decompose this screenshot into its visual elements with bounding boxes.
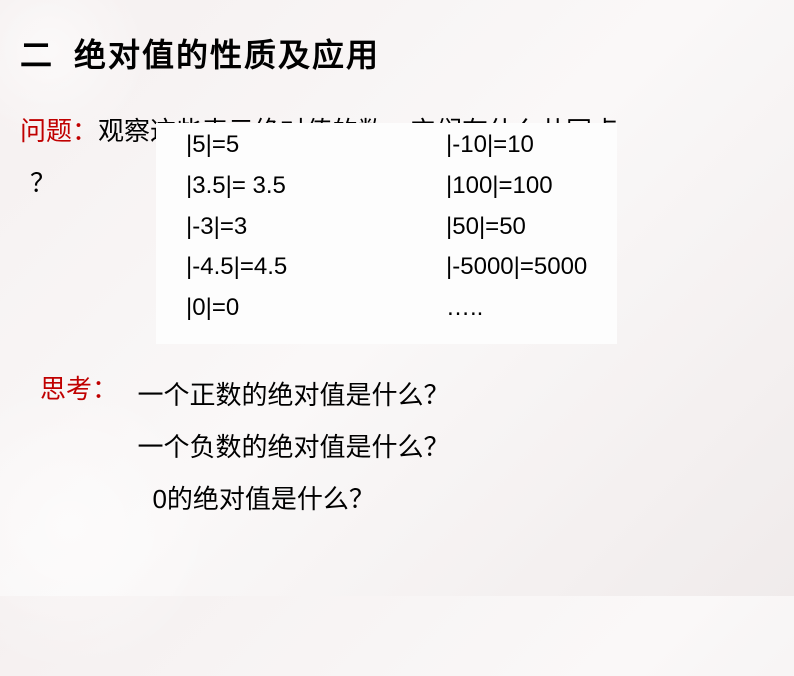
example-left: |-4.5|=4.5 <box>186 247 446 288</box>
example-right: |100|=100 <box>446 166 587 207</box>
think-question: 一个正数的绝对值是什么？ <box>137 369 449 421</box>
example-left: |-3|=3 <box>186 207 446 248</box>
example-row: |-4.5|=4.5 |-5000|=5000 <box>186 247 587 288</box>
think-section: 思考： 一个正数的绝对值是什么？ 一个负数的绝对值是什么？ 0的绝对值是什么？ <box>40 369 774 525</box>
example-right: |-10|=10 <box>446 125 587 166</box>
think-question: 一个负数的绝对值是什么？ <box>137 421 449 473</box>
section-title-text: 绝对值的性质及应用 <box>74 37 380 73</box>
example-row: |5|=5 |-10|=10 <box>186 125 587 166</box>
example-row: |0|=0 ….. <box>186 288 587 329</box>
question-mark: ？ <box>30 163 56 200</box>
example-right: ….. <box>446 288 587 329</box>
example-left: |5|=5 <box>186 125 446 166</box>
think-question: 0的绝对值是什么？ <box>152 473 449 525</box>
example-row: |-3|=3 |50|=50 <box>186 207 587 248</box>
think-label: 思考： <box>40 369 118 406</box>
slide-content: 二绝对值的性质及应用 问题：观察这些表示绝对值的数，它们有什么共同点 ？ |5|… <box>0 0 794 555</box>
example-row: |3.5|= 3.5 |100|=100 <box>186 166 587 207</box>
example-right: |-5000|=5000 <box>446 247 587 288</box>
examples-wrapper: ？ |5|=5 |-10|=10 |3.5|= 3.5 |100|=100 |-… <box>20 153 774 344</box>
section-title: 二绝对值的性质及应用 <box>20 30 774 76</box>
question-label: 问题： <box>20 116 98 146</box>
example-left: |0|=0 <box>186 288 446 329</box>
example-right: |50|=50 <box>446 207 587 248</box>
examples-container: |5|=5 |-10|=10 |3.5|= 3.5 |100|=100 |-3|… <box>156 123 617 344</box>
example-left: |3.5|= 3.5 <box>186 166 446 207</box>
think-questions: 一个正数的绝对值是什么？ 一个负数的绝对值是什么？ 0的绝对值是什么？ <box>137 369 449 525</box>
section-number: 二 <box>20 30 54 76</box>
